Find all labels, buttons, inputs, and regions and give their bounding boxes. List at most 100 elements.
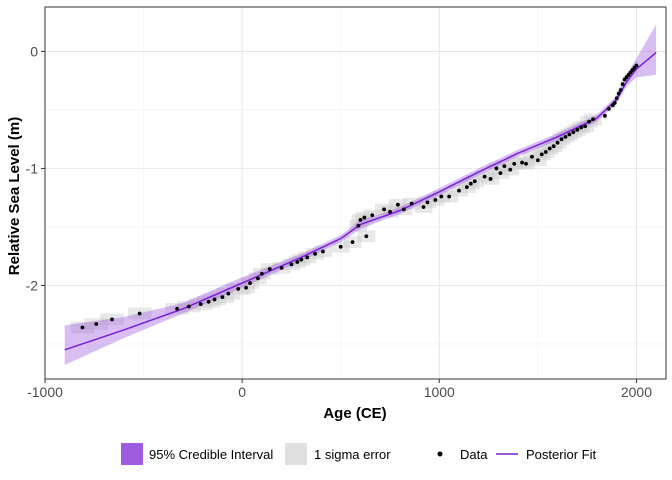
data-point (494, 166, 499, 171)
data-point (187, 304, 191, 309)
data-point (539, 152, 544, 157)
data-point (472, 179, 477, 184)
data-point (206, 299, 211, 304)
data-point (464, 185, 469, 190)
data-point (634, 63, 639, 68)
data-point (388, 209, 392, 214)
data-point (175, 306, 179, 311)
data-point (433, 198, 438, 202)
legend-key-data (437, 451, 443, 457)
data-point (364, 234, 369, 239)
data-point (551, 144, 556, 149)
data-point (563, 134, 568, 139)
plot-panel (45, 7, 666, 379)
data-point (382, 207, 386, 212)
data-point (338, 244, 343, 249)
data-point (212, 297, 217, 302)
data-point (226, 291, 231, 296)
data-point (512, 161, 517, 166)
panel-border (44, 6, 667, 380)
data-point (571, 130, 576, 135)
data-point (259, 271, 264, 276)
data-point (409, 201, 414, 206)
data-point (137, 311, 142, 316)
data-point (612, 101, 617, 105)
data-point (198, 302, 203, 307)
data-point (236, 287, 241, 291)
data-point (305, 255, 310, 260)
data-point (244, 285, 248, 290)
data-point (289, 262, 294, 267)
data-point (356, 223, 361, 228)
data-point (498, 171, 503, 176)
data-point (606, 106, 611, 111)
data-point (313, 251, 317, 256)
data-point (616, 91, 621, 96)
posterior-fit-path (64, 52, 657, 351)
data-point (80, 325, 85, 330)
data-point (555, 140, 560, 145)
y-tick-label: 0 (30, 43, 38, 59)
data-point (524, 161, 528, 166)
x-tick-label: 1000 (424, 384, 455, 400)
data-point (583, 124, 588, 129)
data-point (279, 265, 284, 270)
data-point (350, 240, 355, 245)
y-tick-label: -2 (26, 277, 39, 293)
data-point (362, 215, 367, 220)
data-point (530, 154, 534, 159)
data-point (559, 137, 564, 142)
x-axis-title: Age (CE) (323, 405, 386, 422)
data-point (401, 207, 406, 212)
legend-label-posterior-fit: Posterior Fit (526, 447, 596, 462)
y-axis-title: Relative Sea Level (m) (6, 117, 23, 275)
legend-label-credible-interval: 95% Credible Interval (149, 447, 273, 462)
legend: 95% Credible Interval 1 sigma error Data Po… (121, 443, 596, 465)
data-point (535, 158, 540, 163)
data-point (110, 317, 114, 322)
x-tick-label: -1000 (27, 384, 63, 400)
credible-interval-band (64, 24, 657, 365)
data-point (488, 177, 493, 181)
data-point (502, 164, 507, 168)
data-point (94, 322, 99, 326)
legend-label-sigma-error: 1 sigma error (314, 447, 391, 462)
data-point (321, 249, 325, 254)
data-point (439, 194, 444, 199)
data-point (248, 281, 252, 285)
axes: -1000 0 1000 2000 -2 -1 0 (26, 43, 653, 400)
data-point (618, 88, 623, 92)
data-point (457, 188, 461, 193)
data-point (567, 132, 572, 137)
data-point (602, 113, 607, 118)
y-tick-label: -1 (26, 160, 39, 176)
data-point (575, 127, 580, 132)
data-point (395, 202, 400, 207)
data-point (482, 174, 487, 179)
data-point (587, 119, 592, 124)
data-point (620, 82, 625, 87)
data-point (468, 181, 473, 186)
data-point (295, 260, 300, 264)
data-point (267, 267, 272, 271)
x-tick-label: 0 (238, 384, 246, 400)
legend-key-credible-interval (121, 443, 143, 465)
x-tick-label: 2000 (621, 384, 652, 400)
posterior-fit-line (64, 52, 657, 351)
data-point (447, 194, 452, 199)
plot-border (44, 6, 667, 380)
data-point (520, 160, 524, 165)
data-point (614, 96, 619, 101)
legend-label-data: Data (460, 447, 488, 462)
data-point (579, 125, 584, 130)
data-point (543, 150, 548, 154)
legend-key-sigma-error (285, 443, 307, 465)
data-point (220, 295, 225, 300)
data-point (591, 117, 595, 122)
credible-interval-area (64, 24, 657, 365)
data-points (80, 63, 639, 330)
data-point (547, 146, 552, 151)
data-point (421, 205, 426, 209)
data-point (358, 218, 363, 222)
